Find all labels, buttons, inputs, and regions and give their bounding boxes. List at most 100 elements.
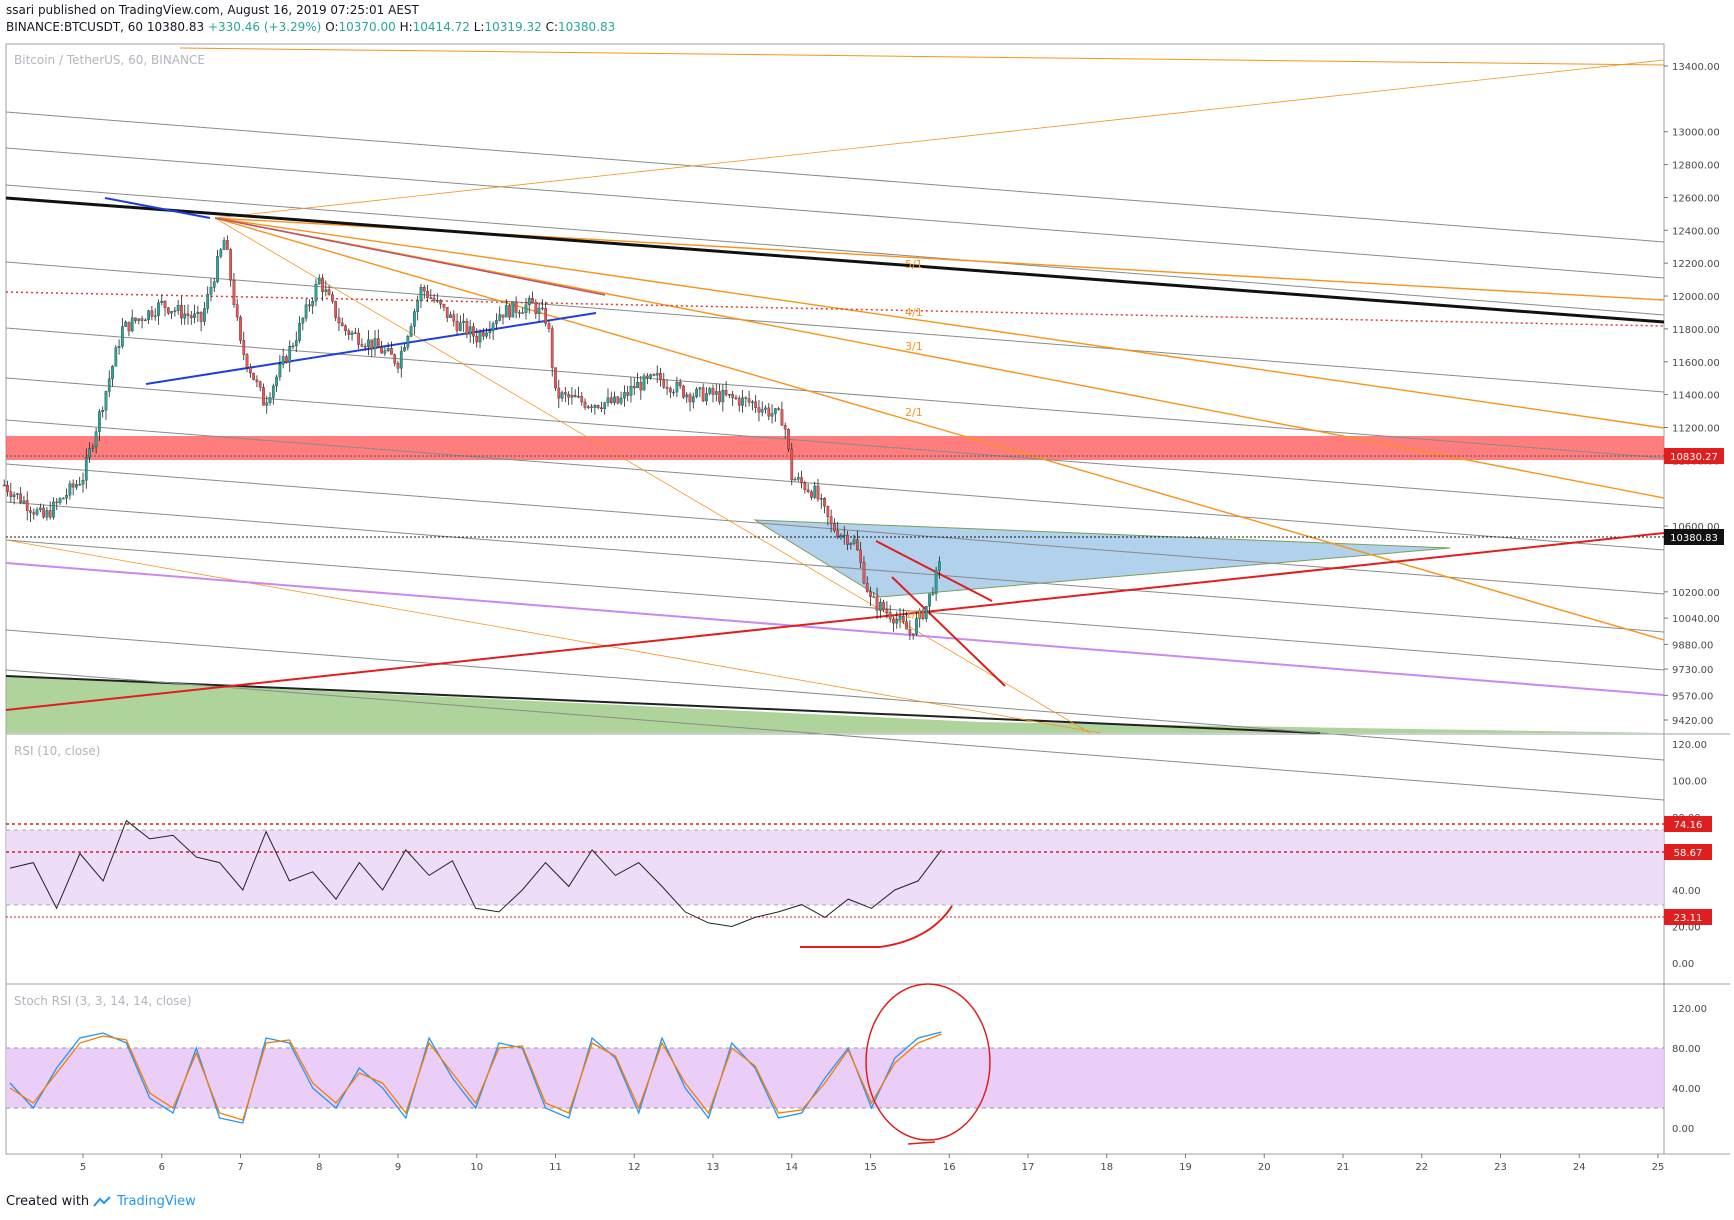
candle-body [88, 448, 91, 458]
candle-body [803, 482, 807, 491]
open-label: O: [325, 20, 339, 34]
candle-body [488, 330, 492, 334]
price-tick-label: 12000.00 [1672, 292, 1720, 303]
candle-body [813, 485, 817, 498]
candle-body [534, 302, 538, 314]
candle-body [353, 332, 357, 334]
stoch-tick-label: 120.00 [1672, 1004, 1707, 1015]
candle-body [593, 405, 597, 408]
candle-body [583, 401, 587, 408]
candle-body [22, 500, 26, 503]
candle-body [29, 510, 32, 513]
candle-body [793, 479, 797, 481]
channel-line [5, 501, 1665, 633]
time-axis: 5 6 7 8 9 10 11 12 13 14 15 16 17 18 19 20 21 22 23 24 25 [80, 1154, 1664, 1173]
high-value: 10414.72 [412, 20, 470, 34]
candle-body [741, 397, 744, 406]
close-label: C: [545, 20, 558, 34]
rsi-tag-23-bg [1664, 909, 1712, 925]
candle-body [314, 283, 318, 302]
candle-body [127, 321, 131, 332]
low-value: 10319.32 [484, 20, 542, 34]
candle-body [905, 621, 908, 630]
candle-body [170, 311, 173, 314]
candle-body [298, 323, 301, 341]
fan-label: 3/1 [905, 340, 923, 353]
candle-body [65, 495, 68, 499]
candle-body [504, 305, 508, 318]
candle-body [580, 396, 584, 403]
candle-body [685, 394, 689, 398]
candle-body [859, 549, 863, 563]
candle-body [258, 381, 262, 388]
candle-body [767, 407, 771, 417]
candle-body [449, 314, 452, 318]
candle-body [606, 397, 610, 403]
blue-top-line [104, 197, 211, 219]
candle-body [882, 601, 885, 610]
rsi-tick-label: 120.00 [1672, 740, 1707, 751]
candle-body [288, 345, 292, 363]
candle-body [426, 290, 429, 298]
candle-body [508, 305, 511, 318]
candle-body [521, 312, 525, 314]
price-tick-label: 11400.00 [1672, 391, 1720, 402]
candle-body [810, 491, 813, 498]
stoch-tick-label: 0.00 [1672, 1124, 1694, 1135]
candle-body [98, 411, 101, 432]
candle-body [915, 618, 918, 635]
fan-line [214, 217, 1665, 499]
candle-body [150, 310, 154, 317]
fan-line [214, 217, 1665, 641]
candle-body [462, 320, 465, 323]
created-with-label: Created with [6, 1194, 90, 1209]
candle-body [819, 498, 823, 500]
candle-body [436, 299, 439, 302]
candle-body [892, 618, 895, 624]
stoch-tick-label: 80.00 [1672, 1044, 1701, 1055]
candle-body [344, 325, 347, 331]
candle-body [370, 339, 374, 350]
candle-body [429, 297, 433, 299]
candle-body [12, 494, 16, 497]
price-tick-label: 9570.00 [1672, 691, 1713, 702]
candle-body [659, 373, 662, 381]
time-tick-label: 9 [395, 1162, 401, 1173]
candle-body [308, 304, 311, 307]
rsi-tick-label: 0.00 [1672, 959, 1694, 970]
candle-body [140, 318, 144, 321]
candle-body [872, 596, 876, 598]
time-tick-label: 14 [785, 1162, 798, 1173]
tradingview-link[interactable]: TradingView [117, 1194, 196, 1209]
candle-body [537, 307, 541, 314]
stoch-tick-label: 40.00 [1672, 1084, 1701, 1095]
candle-body [875, 596, 879, 611]
candle-body [734, 397, 738, 399]
candle-body [652, 374, 656, 376]
candle-body [278, 364, 282, 378]
price-tag-current: 10380.83 [1670, 533, 1718, 544]
rsi-line [9, 819, 942, 928]
fan-label: 5/1 [905, 258, 923, 271]
candle-body [403, 347, 406, 352]
red-dotted-line [5, 291, 1665, 327]
candle-body [567, 394, 570, 398]
candle-body [422, 287, 426, 292]
candle-body [455, 321, 459, 331]
candle-body [285, 356, 288, 363]
stoch-k-line [9, 1031, 942, 1124]
candle-body [668, 388, 672, 393]
candle-body [698, 387, 702, 390]
publish-info: ssari published on TradingView.com, Augu… [6, 3, 419, 17]
candle-body [143, 319, 147, 322]
candle-body [265, 402, 269, 406]
rsi-tick-label: 20.00 [1672, 923, 1701, 934]
channel-line [5, 184, 1665, 316]
candle-body [609, 397, 613, 403]
candle-body [563, 392, 567, 395]
candle-body [623, 392, 626, 399]
candle-body [32, 512, 36, 515]
candle-body [833, 523, 836, 531]
candle-body [413, 311, 416, 327]
